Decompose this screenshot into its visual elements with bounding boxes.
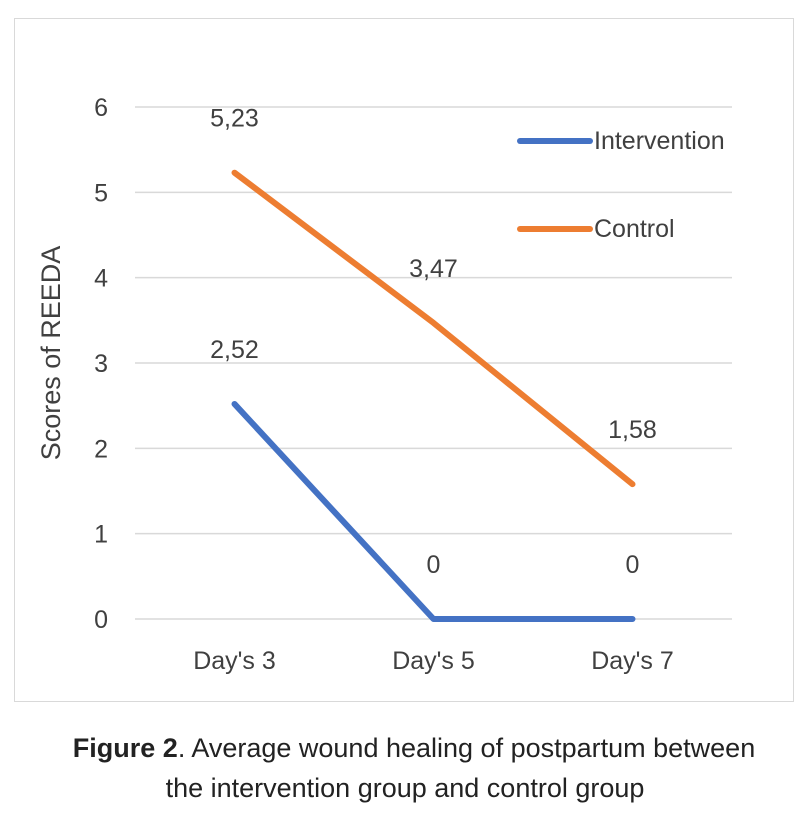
data-label-intervention-3: 0 [626,551,640,579]
series-line-control [231,169,636,488]
series-line-intervention [231,400,636,622]
data-label-intervention-2: 0 [427,551,441,579]
caption-label: Figure 2 [72,733,178,763]
x-axis-ticks: Day's 3 Day's 5 Day's 7 [193,647,674,675]
y-axis-label: Scores of REEDA [36,246,66,461]
caption-line-2: the intervention group and control group [165,773,645,803]
data-label-control-1: 5,23 [210,105,259,133]
x-tick-label-2: Day's 5 [392,647,475,675]
data-label-intervention-1: 2,52 [210,336,259,364]
line-chart: 0 1 2 3 4 5 6 Day's 3 Day's 5 Day's 7 2,52 0 0 5,23… [36,94,732,675]
y-tick-label-0: 0 [94,606,108,634]
caption-text-1: . Average wound healing of postpartum be… [177,733,756,763]
y-tick-label-4: 4 [94,265,108,293]
y-tick-label-3: 3 [94,350,108,378]
x-tick-label-3: Day's 7 [591,647,674,675]
legend-label-control: Control [594,215,675,243]
data-label-control-2: 3,47 [409,255,458,283]
series-lines [231,169,636,622]
y-axis-ticks: 0 1 2 3 4 5 6 [94,94,108,634]
legend: Intervention Control [517,127,725,243]
figure-caption: Figure 2. Average wound healing of postp… [0,728,810,808]
x-tick-label-1: Day's 3 [193,647,276,675]
y-tick-label-5: 5 [94,179,108,207]
y-tick-label-6: 6 [94,94,108,122]
y-tick-label-1: 1 [94,521,108,549]
legend-label-intervention: Intervention [594,127,725,155]
data-labels: 2,52 0 0 5,23 3,47 1,58 [210,105,657,579]
data-label-control-3: 1,58 [608,416,657,444]
caption-line-1: Figure 2. Average wound healing of postp… [0,728,810,768]
y-tick-label-2: 2 [94,435,108,463]
